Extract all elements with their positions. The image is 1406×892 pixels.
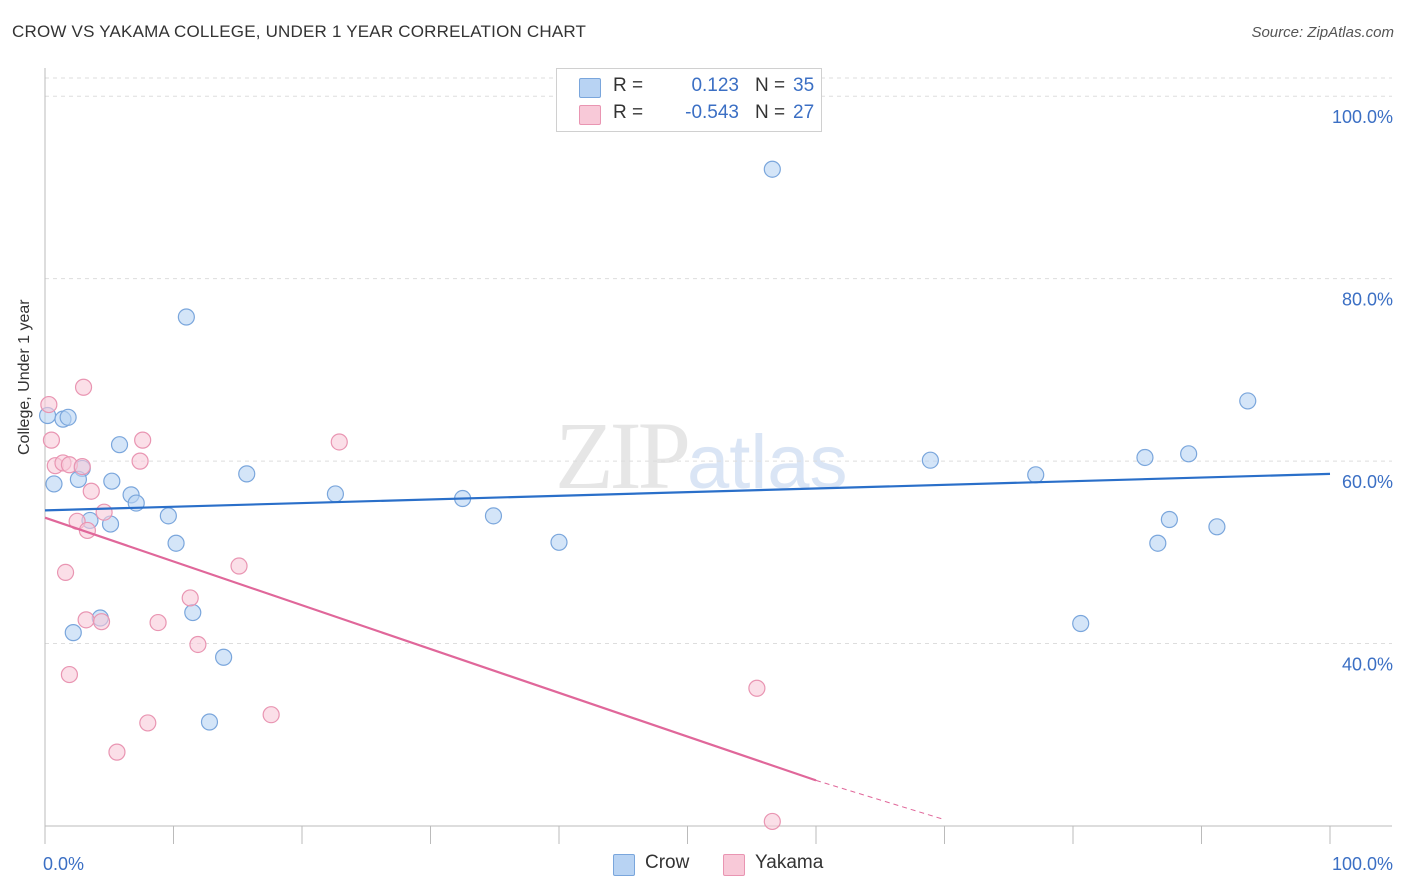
yakama-point (92, 613, 111, 631)
legend-r-label: R = (613, 102, 644, 123)
chart-title: CROW VS YAKAMA COLLEGE, UNDER 1 YEAR COR… (12, 22, 587, 41)
yakama-point (131, 452, 149, 470)
yakama-point (262, 706, 280, 724)
legend-r-value: -0.543 (685, 102, 739, 123)
legend-r-value: 0.123 (691, 75, 739, 96)
y-tick-label: 40.0% (1342, 655, 1393, 675)
yakama-point (82, 482, 100, 500)
crow-point (1208, 518, 1226, 536)
yakama-point (74, 378, 93, 396)
crow-point (484, 507, 503, 525)
yakama-point (108, 743, 126, 761)
crow-point (1160, 510, 1178, 529)
yakama-trend-extension (815, 779, 945, 821)
watermark: ZIPatlas (555, 400, 848, 511)
crow-point (1149, 534, 1167, 552)
correlation-legend: R = 0.123 N = 35 R = -0.543 N = 27 (556, 68, 822, 132)
yakama-swatch (579, 105, 601, 125)
x-tick-label: 0.0% (43, 854, 84, 874)
yakama-point (139, 714, 157, 732)
crow-point (326, 485, 345, 503)
yakama-point (330, 433, 348, 451)
bottom-legend-label: Crow (645, 852, 690, 873)
crow-point (59, 408, 77, 426)
yakama-point (73, 457, 91, 476)
crow-point (1136, 448, 1154, 467)
crow-point (1072, 614, 1090, 633)
yakama-point (56, 563, 75, 582)
crow-trend-line (44, 472, 1331, 512)
crow-point (921, 451, 939, 469)
yakama-point (77, 611, 95, 629)
crow-point (177, 308, 195, 326)
crow-point (110, 436, 129, 454)
crow-point (1239, 392, 1257, 410)
legend-n-value: 27 (793, 102, 815, 123)
crow-point (64, 624, 82, 642)
source-label: Source: ZipAtlas.com (1251, 24, 1394, 41)
crow-point (550, 533, 568, 551)
yakama-point (95, 503, 113, 521)
bottom-legend-label: Yakama (755, 852, 824, 873)
y-tick-label: 100.0% (1332, 107, 1393, 127)
yakama-point (189, 635, 207, 654)
legend-n-label: N = (755, 102, 786, 123)
x-tick-label: 100.0% (1332, 854, 1393, 874)
watermark-zip: ZIP (555, 402, 691, 509)
yakama-point (748, 679, 766, 697)
crow-point (215, 648, 233, 666)
yakama-point (181, 589, 199, 607)
yakama-point (40, 395, 58, 414)
yakama-point (149, 613, 167, 632)
crow-point (763, 160, 781, 178)
y-axis-label: College, Under 1 year (16, 299, 33, 455)
y-tick-label: 80.0% (1342, 290, 1393, 310)
yakama-point (134, 431, 152, 449)
legend-r-label: R = (613, 75, 644, 96)
y-tick-label: 60.0% (1342, 472, 1393, 492)
yakama-point (763, 812, 781, 831)
crow-point (103, 472, 121, 490)
crow-point (200, 713, 219, 731)
crow-point (159, 507, 177, 525)
yakama-point (230, 557, 248, 575)
crow-point (1027, 466, 1045, 484)
crow-point (167, 534, 185, 552)
crow-point (1180, 445, 1198, 463)
crow-point (45, 475, 63, 493)
yakama-point (60, 665, 79, 684)
crow-swatch (579, 78, 601, 98)
crow-point (238, 465, 256, 483)
crow-swatch (613, 854, 635, 876)
legend-n-label: N = (755, 75, 786, 96)
yakama-swatch (723, 854, 745, 876)
yakama-point (42, 431, 61, 449)
legend-n-value: 35 (793, 75, 815, 96)
yakama-trend-line (44, 516, 817, 782)
crow-point (184, 603, 202, 622)
